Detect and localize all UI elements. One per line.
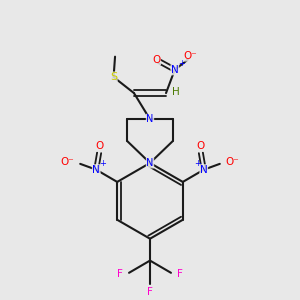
Text: F: F [147,287,153,297]
Text: N: N [146,158,154,168]
Text: +: + [99,159,106,168]
Text: O⁻: O⁻ [61,157,74,166]
Text: F: F [177,269,183,279]
Text: O: O [152,55,160,64]
Text: F: F [117,269,123,279]
Text: +: + [194,159,201,168]
Text: N: N [92,165,100,175]
Text: O⁻: O⁻ [226,157,239,166]
Text: N: N [200,165,208,175]
Text: O: O [95,141,103,152]
Text: +: + [178,59,184,68]
Text: H: H [172,87,180,97]
Text: O⁻: O⁻ [183,51,197,61]
Text: O: O [197,141,205,152]
Text: S: S [110,72,117,82]
Text: N: N [146,114,154,124]
Text: N: N [171,65,178,75]
